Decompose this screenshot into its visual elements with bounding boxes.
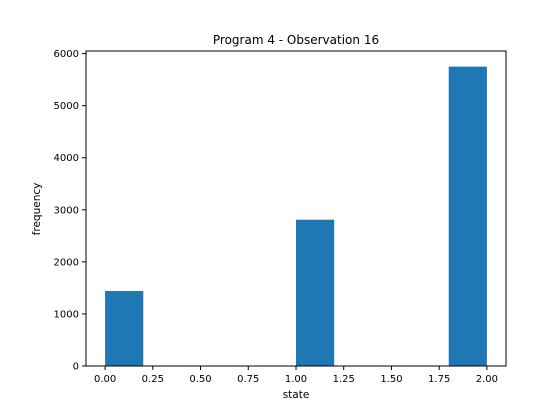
y-tick-label: 3000 xyxy=(54,205,79,216)
x-tick-label: 0.25 xyxy=(142,374,164,385)
y-tick-label: 5000 xyxy=(54,101,79,112)
chart-title: Program 4 - Observation 16 xyxy=(213,33,379,47)
y-tick-label: 4000 xyxy=(54,153,79,164)
x-axis-ticks: 0.00 0.25 0.50 0.75 1.00 1.25 1.50 1.75 2.00 xyxy=(94,366,498,385)
x-tick-label: 1.00 xyxy=(285,374,307,385)
x-tick-label: 2.00 xyxy=(476,374,498,385)
y-tick-label: 2000 xyxy=(54,257,79,268)
x-tick-label: 0.50 xyxy=(189,374,211,385)
histogram-bar xyxy=(296,219,335,366)
y-axis-ticks: 0 1000 2000 3000 4000 5000 6000 xyxy=(54,49,86,373)
y-tick-label: 6000 xyxy=(54,49,79,60)
x-tick-label: 0.00 xyxy=(94,374,116,385)
x-tick-label: 1.75 xyxy=(428,374,450,385)
y-tick-label: 0 xyxy=(73,362,79,373)
x-tick-label: 0.75 xyxy=(237,374,259,385)
y-tick-label: 1000 xyxy=(54,309,79,320)
bars-group xyxy=(105,66,487,366)
y-axis-label: frequency xyxy=(31,183,43,236)
x-axis-label: state xyxy=(283,389,310,401)
x-tick-label: 1.50 xyxy=(380,374,402,385)
x-tick-label: 1.25 xyxy=(333,374,355,385)
histogram-bar xyxy=(448,66,487,366)
histogram-bar xyxy=(105,291,144,366)
